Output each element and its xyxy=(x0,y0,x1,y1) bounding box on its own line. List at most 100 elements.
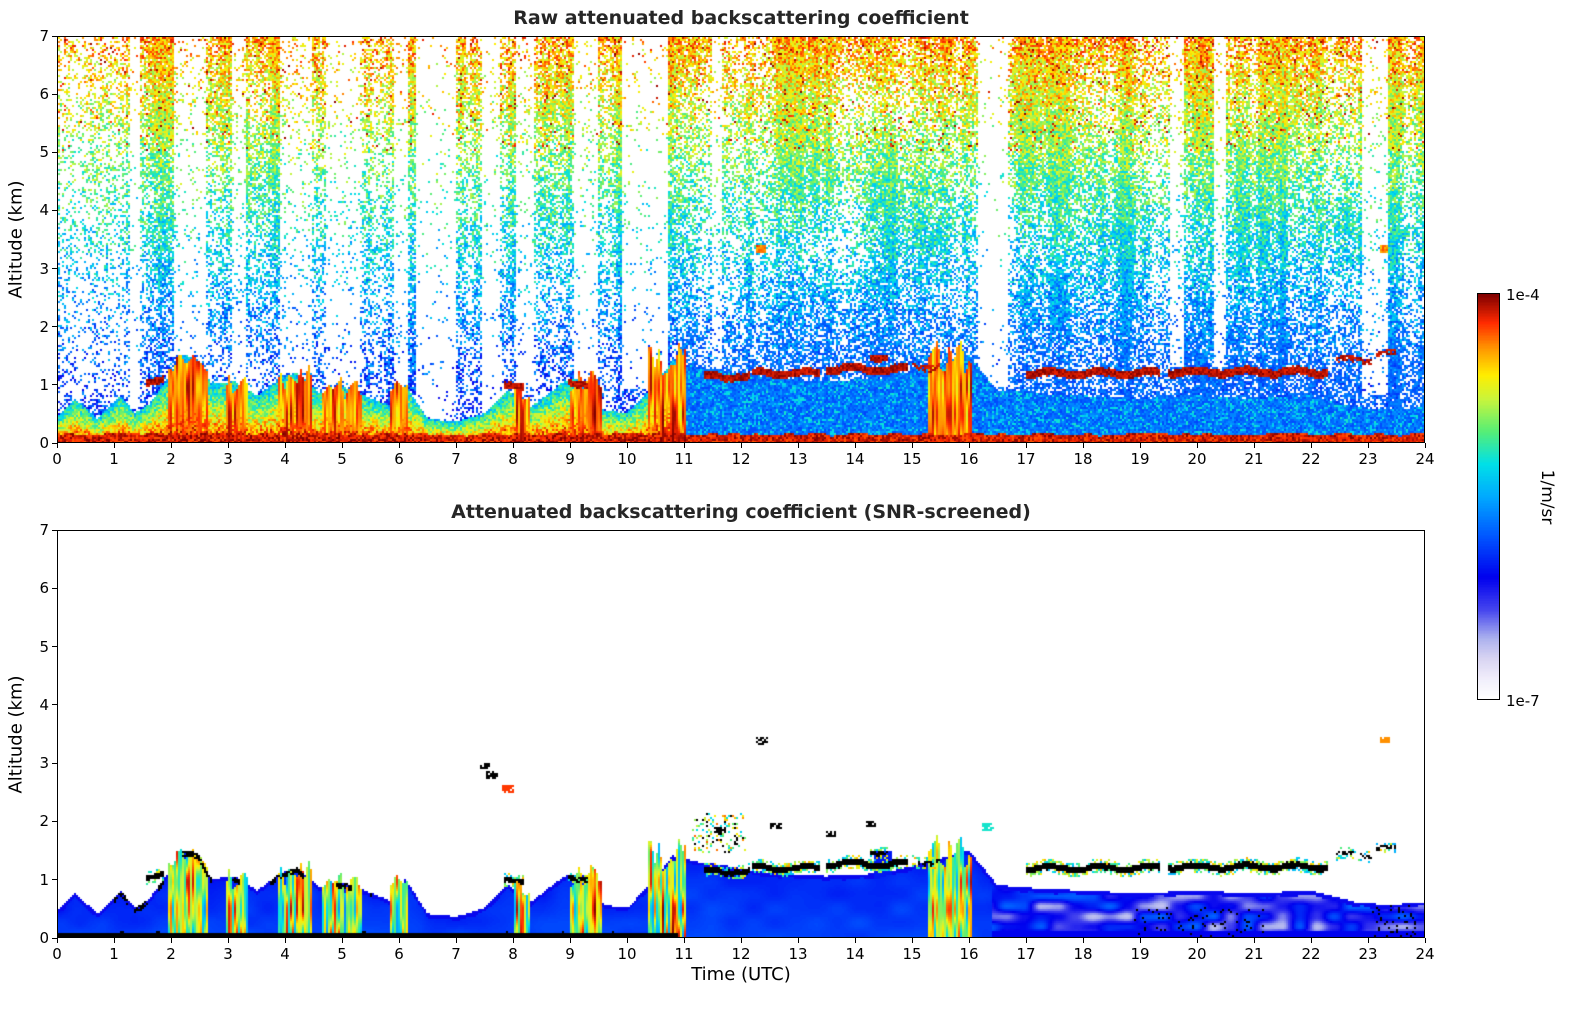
x-tick-mark xyxy=(1196,443,1198,448)
x-tick-label: 15 xyxy=(902,945,922,963)
x-tick-mark xyxy=(854,938,856,943)
x-tick-mark xyxy=(968,938,970,943)
y-tick-mark xyxy=(52,529,57,531)
y-tick-mark xyxy=(52,442,57,444)
y-tick-mark xyxy=(52,93,57,95)
x-tick-label: 2 xyxy=(166,945,176,963)
x-tick-mark xyxy=(1139,443,1141,448)
x-tick-label: 23 xyxy=(1358,945,1378,963)
x-tick-mark xyxy=(740,443,742,448)
x-tick-mark xyxy=(683,938,685,943)
x-tick-mark xyxy=(341,443,343,448)
x-tick-mark xyxy=(56,938,58,943)
y-tick-mark xyxy=(52,209,57,211)
x-tick-mark xyxy=(740,938,742,943)
x-tick-label: 12 xyxy=(731,945,751,963)
y-tick-mark xyxy=(52,326,57,328)
x-tick-label: 0 xyxy=(52,450,62,468)
x-tick-mark xyxy=(170,443,172,448)
x-tick-mark xyxy=(797,443,799,448)
x-tick-label: 3 xyxy=(223,450,233,468)
x-tick-mark xyxy=(1253,938,1255,943)
x-tick-label: 7 xyxy=(451,450,461,468)
y-tick-label: 4 xyxy=(39,201,49,220)
colorbar-units-label: 1/m/sr xyxy=(1537,469,1557,525)
y-tick-label: 2 xyxy=(39,317,49,336)
x-tick-mark xyxy=(512,938,514,943)
x-tick-label: 9 xyxy=(565,945,575,963)
x-tick-label: 14 xyxy=(845,945,865,963)
x-tick-label: 18 xyxy=(1073,450,1093,468)
x-tick-mark xyxy=(569,938,571,943)
x-tick-mark xyxy=(1196,938,1198,943)
x-tick-label: 16 xyxy=(959,945,979,963)
screened-y-axis-label: Altitude (km) xyxy=(5,675,27,794)
y-tick-label: 2 xyxy=(39,812,49,831)
x-tick-mark xyxy=(398,938,400,943)
y-tick-mark xyxy=(52,762,57,764)
x-tick-mark xyxy=(968,443,970,448)
x-tick-mark xyxy=(1025,443,1027,448)
y-tick-mark xyxy=(52,879,57,881)
x-tick-label: 0 xyxy=(52,945,62,963)
x-tick-mark xyxy=(854,443,856,448)
raw-heatmap-panel xyxy=(57,36,1425,443)
x-tick-mark xyxy=(512,443,514,448)
screened-heatmap-panel xyxy=(57,530,1425,938)
x-tick-label: 5 xyxy=(337,450,347,468)
x-tick-label: 11 xyxy=(674,945,694,963)
x-tick-label: 16 xyxy=(959,450,979,468)
x-tick-label: 5 xyxy=(337,945,347,963)
x-tick-label: 19 xyxy=(1130,450,1150,468)
x-tick-label: 10 xyxy=(617,450,637,468)
x-tick-mark xyxy=(113,443,115,448)
y-tick-mark xyxy=(52,268,57,270)
x-tick-label: 19 xyxy=(1130,945,1150,963)
x-tick-mark xyxy=(1424,938,1426,943)
x-tick-mark xyxy=(1025,938,1027,943)
x-tick-mark xyxy=(626,443,628,448)
x-tick-label: 23 xyxy=(1358,450,1378,468)
x-tick-label: 24 xyxy=(1415,945,1435,963)
x-tick-label: 1 xyxy=(109,945,119,963)
x-tick-mark xyxy=(1253,443,1255,448)
x-tick-mark xyxy=(911,443,913,448)
x-tick-label: 20 xyxy=(1187,945,1207,963)
y-tick-label: 0 xyxy=(39,929,49,947)
x-tick-mark xyxy=(170,938,172,943)
x-axis-label: Time (UTC) xyxy=(691,964,791,985)
x-tick-label: 4 xyxy=(280,450,290,468)
x-tick-label: 22 xyxy=(1301,450,1321,468)
x-tick-label: 22 xyxy=(1301,945,1321,963)
x-tick-mark xyxy=(1310,443,1312,448)
colorbar-canvas xyxy=(1478,294,1499,699)
colorbar-min-label: 1e-7 xyxy=(1506,692,1540,710)
x-tick-mark xyxy=(455,938,457,943)
y-tick-label: 7 xyxy=(39,27,49,45)
x-tick-label: 12 xyxy=(731,450,751,468)
y-tick-label: 1 xyxy=(39,375,49,394)
x-tick-mark xyxy=(797,938,799,943)
x-tick-mark xyxy=(1367,938,1369,943)
y-tick-mark xyxy=(52,151,57,153)
x-tick-label: 24 xyxy=(1415,450,1435,468)
x-tick-mark xyxy=(1367,443,1369,448)
y-tick-label: 5 xyxy=(39,143,49,162)
x-tick-mark xyxy=(1424,443,1426,448)
x-tick-label: 17 xyxy=(1016,945,1036,963)
raw-heatmap-canvas xyxy=(58,37,1424,442)
screened-heatmap-canvas xyxy=(58,531,1424,937)
x-tick-mark xyxy=(227,443,229,448)
x-tick-label: 4 xyxy=(280,945,290,963)
x-tick-mark xyxy=(911,938,913,943)
y-tick-mark xyxy=(52,704,57,706)
x-tick-label: 18 xyxy=(1073,945,1093,963)
x-tick-mark xyxy=(341,938,343,943)
y-tick-label: 3 xyxy=(39,259,49,278)
y-tick-label: 1 xyxy=(39,870,49,889)
x-tick-label: 7 xyxy=(451,945,461,963)
x-tick-label: 11 xyxy=(674,450,694,468)
y-tick-mark xyxy=(52,35,57,37)
x-tick-mark xyxy=(113,938,115,943)
x-tick-label: 17 xyxy=(1016,450,1036,468)
